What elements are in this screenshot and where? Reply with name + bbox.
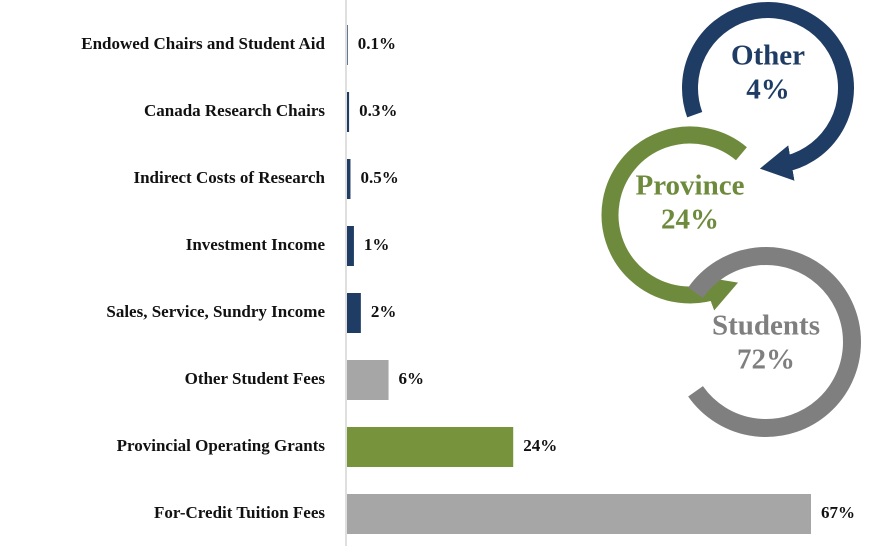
ring-value: 24% bbox=[661, 204, 719, 236]
bar bbox=[347, 25, 348, 65]
ring-arrow bbox=[601, 126, 747, 311]
value-label: 67% bbox=[821, 503, 855, 522]
category-label: Canada Research Chairs bbox=[144, 101, 325, 120]
ring-label: Province bbox=[636, 170, 745, 202]
bar bbox=[347, 360, 389, 400]
ring-value: 4% bbox=[746, 74, 790, 106]
ring-arrow bbox=[688, 247, 861, 437]
bar bbox=[347, 494, 811, 534]
value-label: 0.3% bbox=[359, 101, 397, 120]
category-label: Sales, Service, Sundry Income bbox=[106, 302, 325, 321]
ring-label: Other bbox=[731, 40, 805, 72]
category-label: Other Student Fees bbox=[185, 369, 326, 388]
bar bbox=[347, 92, 350, 132]
category-label: Investment Income bbox=[186, 235, 326, 254]
bar bbox=[347, 159, 351, 199]
value-label: 2% bbox=[371, 302, 397, 321]
value-label: 0.5% bbox=[360, 168, 398, 187]
value-label: 0.1% bbox=[358, 34, 396, 53]
category-label: Endowed Chairs and Student Aid bbox=[81, 34, 325, 53]
bar bbox=[347, 226, 354, 266]
bar bbox=[347, 293, 361, 333]
ring-label: Students bbox=[712, 310, 820, 342]
category-label: Provincial Operating Grants bbox=[117, 436, 326, 455]
value-label: 24% bbox=[523, 436, 557, 455]
value-label: 1% bbox=[364, 235, 390, 254]
bar bbox=[347, 427, 514, 467]
ring-arrow bbox=[682, 2, 854, 181]
value-label: 6% bbox=[399, 369, 425, 388]
category-label: For-Credit Tuition Fees bbox=[154, 503, 325, 522]
ring-value: 72% bbox=[737, 344, 795, 376]
category-label: Indirect Costs of Research bbox=[133, 168, 325, 187]
